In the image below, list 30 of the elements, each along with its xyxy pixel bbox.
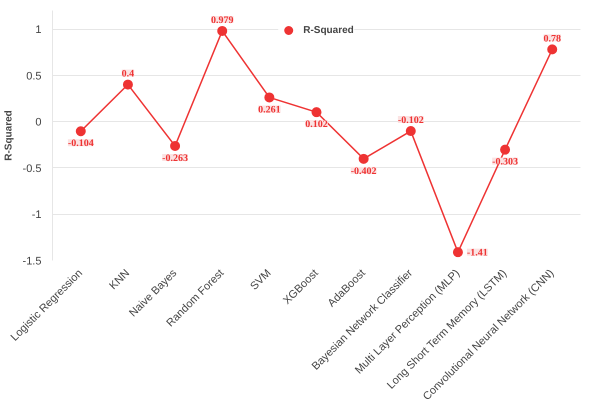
data-label: 0.4 (122, 68, 134, 80)
point (217, 26, 228, 36)
data-label: -0.303 (492, 156, 518, 168)
y-tick-label: -1 (32, 209, 42, 222)
data-label: 0.261 (258, 104, 281, 116)
y-tick-label: 0.5 (26, 70, 42, 82)
point (76, 126, 86, 136)
point (500, 144, 510, 155)
point (122, 80, 133, 90)
data-label: 0.102 (305, 119, 328, 130)
y-tick-label: 0 (35, 116, 42, 129)
y-tick-label: -0.5 (22, 162, 42, 175)
data-label: -1.41 (466, 248, 488, 259)
data-label: 0.979 (210, 14, 234, 26)
point (170, 140, 180, 151)
data-label: -0.263 (162, 152, 188, 164)
y-axis-title: R-Squared (4, 110, 15, 161)
point (547, 44, 558, 54)
point (358, 154, 369, 164)
point (406, 126, 416, 136)
data-label: -0.102 (398, 115, 424, 126)
data-label: 0.78 (543, 33, 561, 44)
point (312, 107, 322, 118)
y-tick-label: -1.5 (22, 256, 42, 268)
legend-label: R-Squared (303, 24, 354, 36)
point (452, 247, 463, 258)
data-label: -0.104 (68, 138, 94, 150)
y-tick-label: 1 (35, 24, 42, 36)
data-label: -0.402 (350, 166, 377, 177)
point (264, 92, 274, 102)
